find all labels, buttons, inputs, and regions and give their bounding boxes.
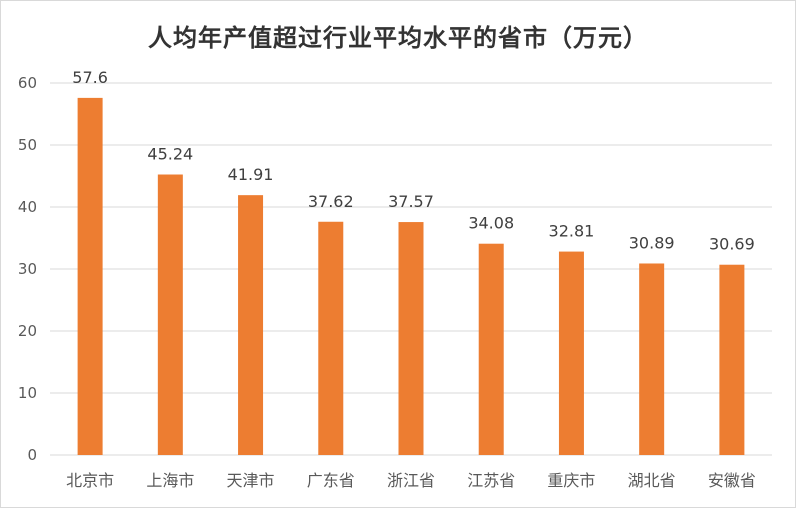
x-tick-label: 广东省	[307, 471, 355, 490]
bar	[719, 264, 745, 455]
data-label: 32.81	[549, 222, 595, 241]
bar	[238, 195, 264, 455]
y-tick-label: 10	[18, 384, 37, 402]
data-label: 57.6	[72, 68, 108, 87]
y-tick-label: 0	[27, 446, 37, 464]
bar	[318, 221, 344, 455]
data-label: 41.91	[228, 165, 274, 184]
x-tick-label: 重庆市	[547, 471, 595, 490]
y-tick-label: 50	[18, 136, 37, 154]
chart-title: 人均年产值超过行业平均水平的省市（万元）	[148, 24, 648, 52]
x-tick-label: 安徽省	[708, 471, 756, 490]
data-label: 37.62	[308, 192, 354, 211]
bar	[639, 263, 665, 455]
y-tick-label: 40	[18, 198, 37, 216]
y-tick-label: 30	[18, 260, 37, 278]
x-tick-label: 湖北省	[628, 471, 676, 490]
data-label: 37.57	[388, 192, 434, 211]
data-label: 45.24	[147, 145, 193, 164]
bar	[157, 174, 183, 455]
data-label: 30.89	[629, 233, 675, 252]
x-tick-label: 北京市	[66, 471, 114, 490]
data-label: 34.08	[468, 214, 514, 233]
y-tick-label: 20	[18, 322, 37, 340]
bar	[77, 97, 103, 455]
y-tick-label: 60	[18, 74, 37, 92]
x-tick-label: 天津市	[227, 471, 275, 490]
bar	[398, 222, 424, 455]
x-tick-label: 浙江省	[387, 471, 435, 490]
data-label: 30.69	[709, 235, 755, 254]
x-tick-label: 江苏省	[467, 471, 515, 490]
bar	[478, 243, 504, 455]
bar	[558, 251, 584, 455]
x-tick-label: 上海市	[146, 471, 194, 490]
